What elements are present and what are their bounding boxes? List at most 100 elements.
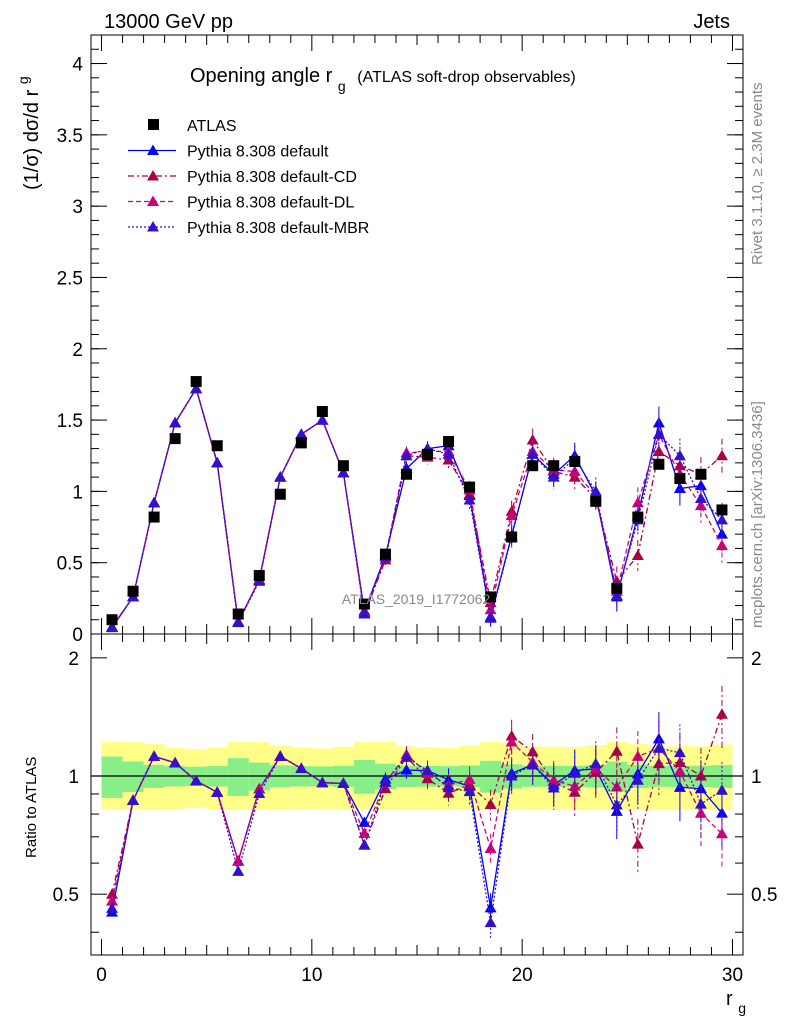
ratio-series-point <box>442 781 455 793</box>
x-tick-label: 10 <box>301 965 322 986</box>
main-y-tick-label: 4 <box>72 55 83 76</box>
x-axis-label-text: r <box>726 988 733 1010</box>
main-series-point <box>694 492 707 504</box>
legend-marker-atlas <box>148 119 159 130</box>
atlas-data-point <box>464 481 476 493</box>
main-series-point <box>631 496 644 508</box>
chart-title-extra: (ATLAS soft-drop observables) <box>357 69 575 86</box>
atlas-data-point <box>716 504 728 516</box>
main-panel: 0 0.5 1 1.5 2 2.5 3 3.5 4 ATLAS_2019_I1772062 Op… <box>15 34 744 646</box>
ratio-series-point <box>295 762 308 774</box>
ratio-series-point <box>253 787 266 799</box>
ratio-series-point <box>526 758 539 770</box>
ratio-series-point <box>148 750 161 761</box>
atlas-data-point <box>443 435 455 447</box>
ratio-series-point <box>169 756 182 768</box>
ratio-series-point <box>463 785 476 797</box>
atlas-data-point <box>506 531 518 543</box>
ratio-series-point <box>421 764 434 776</box>
ratio-y-tick-label-right: 2 <box>751 649 762 670</box>
atlas-data-point <box>211 440 223 452</box>
legend-marker <box>147 144 159 155</box>
ratio-series-point <box>589 757 602 769</box>
atlas-data-point <box>527 460 539 472</box>
main-y-tick-label: 1.5 <box>57 411 83 432</box>
x-tick-label: 20 <box>512 965 533 986</box>
main-series-point <box>694 499 707 511</box>
atlas-data-point <box>190 376 202 388</box>
ratio-series-line <box>111 747 723 923</box>
atlas-data-point <box>232 608 244 620</box>
main-y-tick-label: 3.5 <box>57 126 83 147</box>
main-series-point <box>673 482 686 494</box>
chart-title-main: Opening angle r <box>190 65 333 87</box>
legend-label: Pythia 8.308 default-DL <box>187 195 354 212</box>
ratio-series-point <box>547 774 560 785</box>
stat-uncertainty-band <box>101 756 123 798</box>
x-tick-label: 0 <box>96 965 107 986</box>
stat-uncertainty-band <box>606 761 628 792</box>
atlas-data-point <box>106 614 118 626</box>
ratio-series-point <box>232 855 245 866</box>
main-series-point <box>652 445 665 456</box>
ratio-y-axis-label: Ratio to ATLAS <box>23 757 40 858</box>
ratio-series-point <box>610 798 623 810</box>
main-series-point <box>337 466 350 478</box>
main-series-point <box>631 549 644 561</box>
main-series-point <box>232 616 245 628</box>
atlas-data-point <box>590 495 602 507</box>
ratio-series-point <box>505 770 518 781</box>
atlas-data-point <box>485 591 497 603</box>
main-series-point <box>589 485 602 496</box>
main-y-tick-label: 2.5 <box>57 268 83 289</box>
main-series-point <box>274 471 287 482</box>
atlas-data-point <box>127 585 139 597</box>
ratio-series-point <box>232 865 245 876</box>
ratio-series-point <box>484 798 497 809</box>
ratio-series-point <box>400 764 413 775</box>
ratio-series-point <box>631 838 644 849</box>
main-series-point <box>610 589 623 600</box>
atlas-data-point <box>548 460 560 472</box>
main-series-point <box>715 539 728 551</box>
x-axis-label: r g <box>726 988 746 1016</box>
atlas-data-point <box>253 570 265 582</box>
atlas-data-point <box>400 468 412 480</box>
ratio-series-point <box>484 916 497 928</box>
ratio-series-point <box>673 765 686 776</box>
atlas-data-point <box>674 473 686 485</box>
atlas-data-point <box>148 511 160 523</box>
ratio-series-point <box>358 816 371 827</box>
main-series-point <box>715 449 728 461</box>
main-series-point <box>484 612 497 623</box>
atlas-data-point <box>295 437 307 449</box>
stat-uncertainty-band <box>227 758 249 796</box>
ratio-series-point <box>610 745 623 756</box>
legend-marker <box>147 221 159 232</box>
legend-label: Pythia 8.308 default-MBR <box>187 220 369 237</box>
legend-label: Pythia 8.308 default-CD <box>187 169 357 186</box>
atlas-data-point <box>358 598 370 610</box>
ratio-y-tick-label: 2 <box>68 649 79 670</box>
main-series-line <box>111 387 723 628</box>
ratio-series-point <box>274 750 287 761</box>
ratio-series-point <box>505 736 518 747</box>
atlas-data-point <box>274 488 286 500</box>
main-series-point <box>694 479 707 491</box>
ratio-series-point <box>652 742 665 753</box>
main-series-point <box>547 471 560 482</box>
x-axis-label-sub: g <box>738 1000 746 1016</box>
ratio-series-point <box>673 746 686 758</box>
main-series-point <box>358 608 371 619</box>
main-y-tick-label: 1 <box>72 482 83 503</box>
main-series-point <box>190 382 203 394</box>
legend-marker <box>147 170 159 181</box>
ratio-series-point <box>715 807 728 818</box>
main-y-tick-label: 2 <box>72 340 83 361</box>
ratio-series-point <box>484 842 497 853</box>
stat-uncertainty-band <box>122 761 144 792</box>
atlas-data-point <box>569 455 581 467</box>
svg-text:Opening angle r g: Opening angle r g (ATLAS soft-drop obser… <box>190 65 576 96</box>
ratio-series-point <box>190 774 203 786</box>
